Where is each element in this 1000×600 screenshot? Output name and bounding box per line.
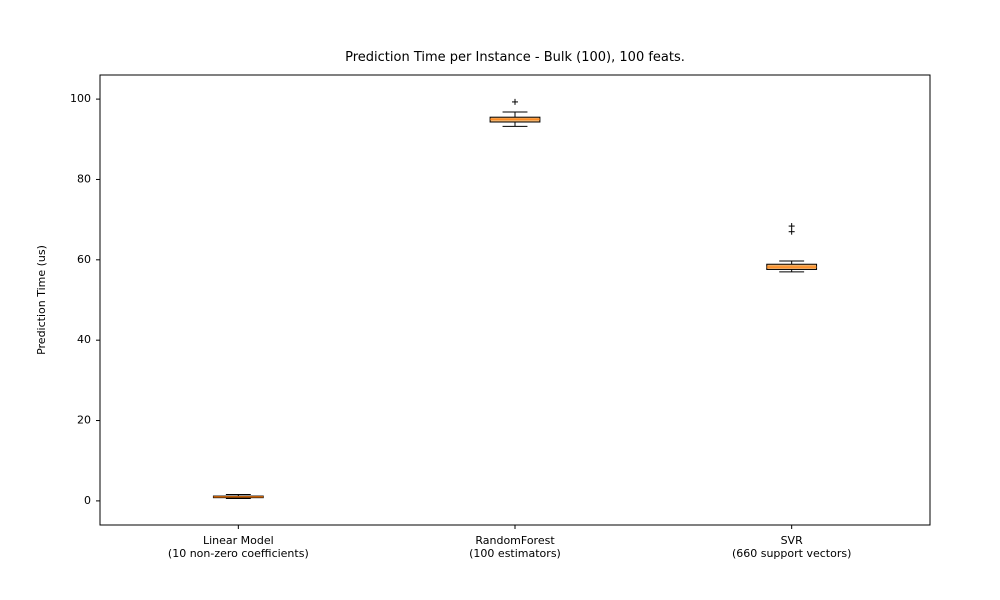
- ytick-label: 20: [77, 414, 91, 427]
- ytick-label: 0: [84, 494, 91, 507]
- y-axis-label: Prediction Time (us): [35, 245, 48, 355]
- axes-face: [100, 75, 930, 525]
- xtick-label: RandomForest(100 estimators): [469, 534, 561, 560]
- ytick-label: 40: [77, 333, 91, 346]
- ytick-label: 60: [77, 253, 91, 266]
- ytick-label: 100: [70, 92, 91, 105]
- ytick-label: 80: [77, 172, 91, 185]
- chart-title: Prediction Time per Instance - Bulk (100…: [345, 50, 685, 65]
